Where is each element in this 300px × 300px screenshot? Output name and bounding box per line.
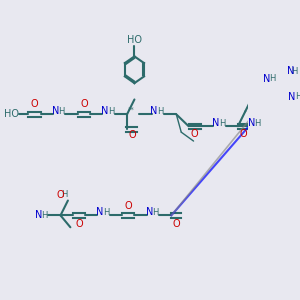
Text: O: O <box>75 219 83 229</box>
Text: H: H <box>219 119 225 128</box>
Text: O: O <box>239 129 247 139</box>
Text: O: O <box>80 99 88 109</box>
Text: H: H <box>58 107 65 116</box>
Text: N: N <box>288 92 296 101</box>
Text: N: N <box>151 106 158 116</box>
Text: H: H <box>269 74 276 83</box>
Text: **: ** <box>128 107 134 113</box>
Text: H: H <box>295 92 300 101</box>
Text: H: H <box>61 190 68 199</box>
Text: H: H <box>103 208 109 217</box>
Text: O: O <box>31 99 38 109</box>
Text: H: H <box>108 107 114 116</box>
Text: H: H <box>41 211 48 220</box>
Text: N: N <box>248 118 255 128</box>
Text: N: N <box>101 106 109 116</box>
Text: HO: HO <box>127 35 142 45</box>
Text: N: N <box>52 106 59 116</box>
Text: O: O <box>124 202 132 212</box>
Text: H: H <box>291 67 298 76</box>
Text: H: H <box>152 208 159 217</box>
Text: N: N <box>96 207 103 218</box>
Text: HO: HO <box>4 109 19 119</box>
Text: O: O <box>191 129 199 139</box>
Text: H: H <box>254 119 261 128</box>
Text: N: N <box>146 207 153 218</box>
Text: N: N <box>212 118 219 128</box>
Text: O: O <box>57 190 64 200</box>
Text: O: O <box>172 219 180 229</box>
Text: N: N <box>35 210 42 220</box>
Text: N: N <box>287 66 295 76</box>
Text: O: O <box>128 130 136 140</box>
Text: N: N <box>262 74 270 84</box>
Text: H: H <box>157 107 164 116</box>
